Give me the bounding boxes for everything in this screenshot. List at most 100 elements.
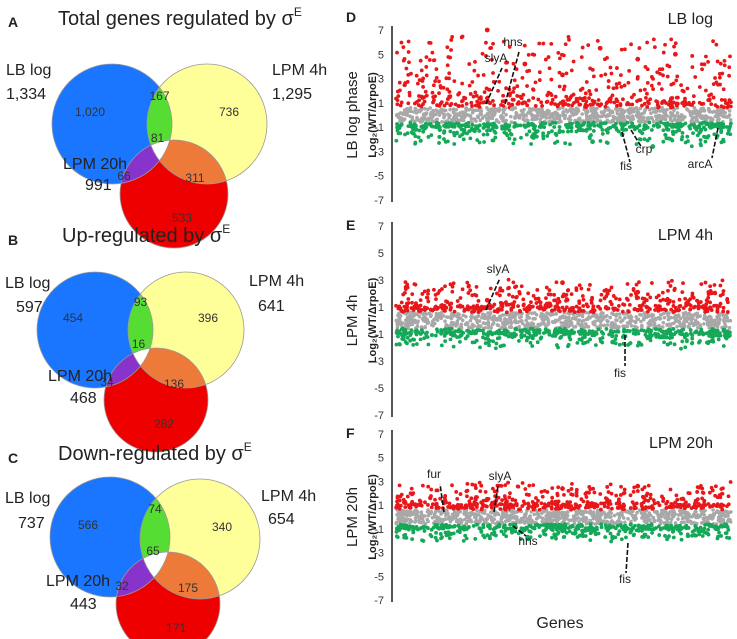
gene-point: [595, 504, 600, 509]
gene-point: [408, 338, 413, 343]
venn-title: Total genes regulated by σE: [58, 5, 302, 30]
gene-point: [505, 499, 510, 504]
gene-point: [594, 88, 599, 92]
gene-point: [556, 50, 561, 55]
gene-point: [536, 514, 541, 518]
gene-point: [421, 129, 426, 134]
venn-set-total: 737: [18, 515, 45, 532]
gene-point: [435, 515, 439, 519]
annotation-leader: [485, 277, 501, 311]
gene-point: [655, 100, 660, 105]
gene-point: [727, 536, 732, 540]
gene-point: [718, 519, 722, 524]
gene-point: [728, 54, 732, 59]
gene-point: [591, 501, 596, 506]
gene-point: [488, 128, 493, 133]
y-tick-label: 1: [378, 98, 384, 110]
venn-set-total: 1,334: [6, 86, 46, 103]
gene-point: [682, 103, 687, 108]
gene-point: [474, 93, 479, 98]
gene-point: [396, 313, 400, 317]
gene-point: [525, 84, 529, 88]
gene-point: [406, 39, 411, 44]
y-tick-label: 1: [378, 500, 384, 512]
gene-point: [713, 484, 718, 489]
gene-point: [447, 501, 452, 506]
gene-point: [443, 327, 448, 332]
gene-point: [642, 137, 647, 142]
gene-point: [440, 303, 445, 307]
gene-point: [726, 319, 730, 323]
gene-point: [435, 538, 439, 543]
gene-point: [502, 125, 506, 130]
gene-point: [688, 331, 693, 336]
gene-point: [702, 313, 707, 318]
gene-point: [417, 314, 422, 319]
gene-point: [502, 119, 506, 124]
gene-point: [723, 531, 728, 536]
gene-point: [475, 114, 480, 119]
gene-point: [591, 306, 595, 311]
gene-point: [721, 289, 726, 293]
gene-point: [429, 323, 434, 327]
gene-point: [620, 513, 624, 518]
gene-point: [613, 526, 618, 531]
gene-point: [654, 295, 659, 300]
gene-point: [665, 335, 669, 340]
gene-point: [619, 122, 624, 127]
gene-point: [482, 535, 487, 540]
gene-point: [494, 118, 499, 122]
gene-point: [472, 117, 477, 121]
gene-point: [727, 517, 731, 522]
gene-point: [577, 283, 582, 288]
gene-point: [418, 138, 423, 143]
gene-point: [591, 109, 596, 113]
gene-point: [620, 110, 625, 115]
gene-point: [413, 520, 417, 524]
gene-point: [699, 282, 704, 287]
gene-point: [414, 111, 419, 115]
gene-point: [500, 343, 505, 348]
gene-point: [406, 72, 411, 77]
gene-point: [526, 111, 530, 115]
gene-point: [577, 116, 582, 121]
gene-point: [707, 524, 712, 529]
gene-point: [611, 294, 616, 298]
gene-point: [407, 90, 412, 95]
gene-point: [722, 319, 727, 324]
gene-point: [640, 111, 645, 116]
gene-point: [675, 111, 680, 115]
gene-point: [426, 342, 431, 347]
gene-point: [526, 506, 531, 511]
gene-point: [661, 50, 666, 55]
gene-point: [417, 520, 422, 525]
gene-point: [529, 300, 533, 305]
gene-point: [703, 520, 707, 524]
gene-point: [418, 58, 423, 63]
gene-point: [546, 111, 550, 115]
gene-point: [526, 335, 531, 340]
gene-point: [440, 120, 444, 124]
gene-point: [603, 72, 608, 77]
gene-point: [644, 334, 649, 339]
gene-point: [469, 512, 474, 517]
gene-point: [714, 504, 719, 509]
gene-point: [507, 292, 511, 297]
gene-point: [634, 506, 638, 510]
gene-annotation: slyA: [487, 262, 510, 276]
gene-point: [582, 509, 586, 514]
gene-point: [459, 325, 464, 329]
gene-point: [533, 116, 538, 120]
gene-point: [656, 308, 661, 313]
gene-point: [703, 280, 708, 285]
gene-point: [608, 125, 613, 130]
gene-point: [633, 325, 638, 330]
gene-point: [624, 535, 628, 540]
gene-point: [639, 119, 644, 124]
gene-point: [537, 70, 542, 75]
gene-point: [685, 312, 690, 317]
gene-point: [400, 509, 405, 513]
gene-point: [653, 308, 657, 312]
gene-point: [435, 329, 440, 334]
gene-point: [628, 341, 633, 345]
